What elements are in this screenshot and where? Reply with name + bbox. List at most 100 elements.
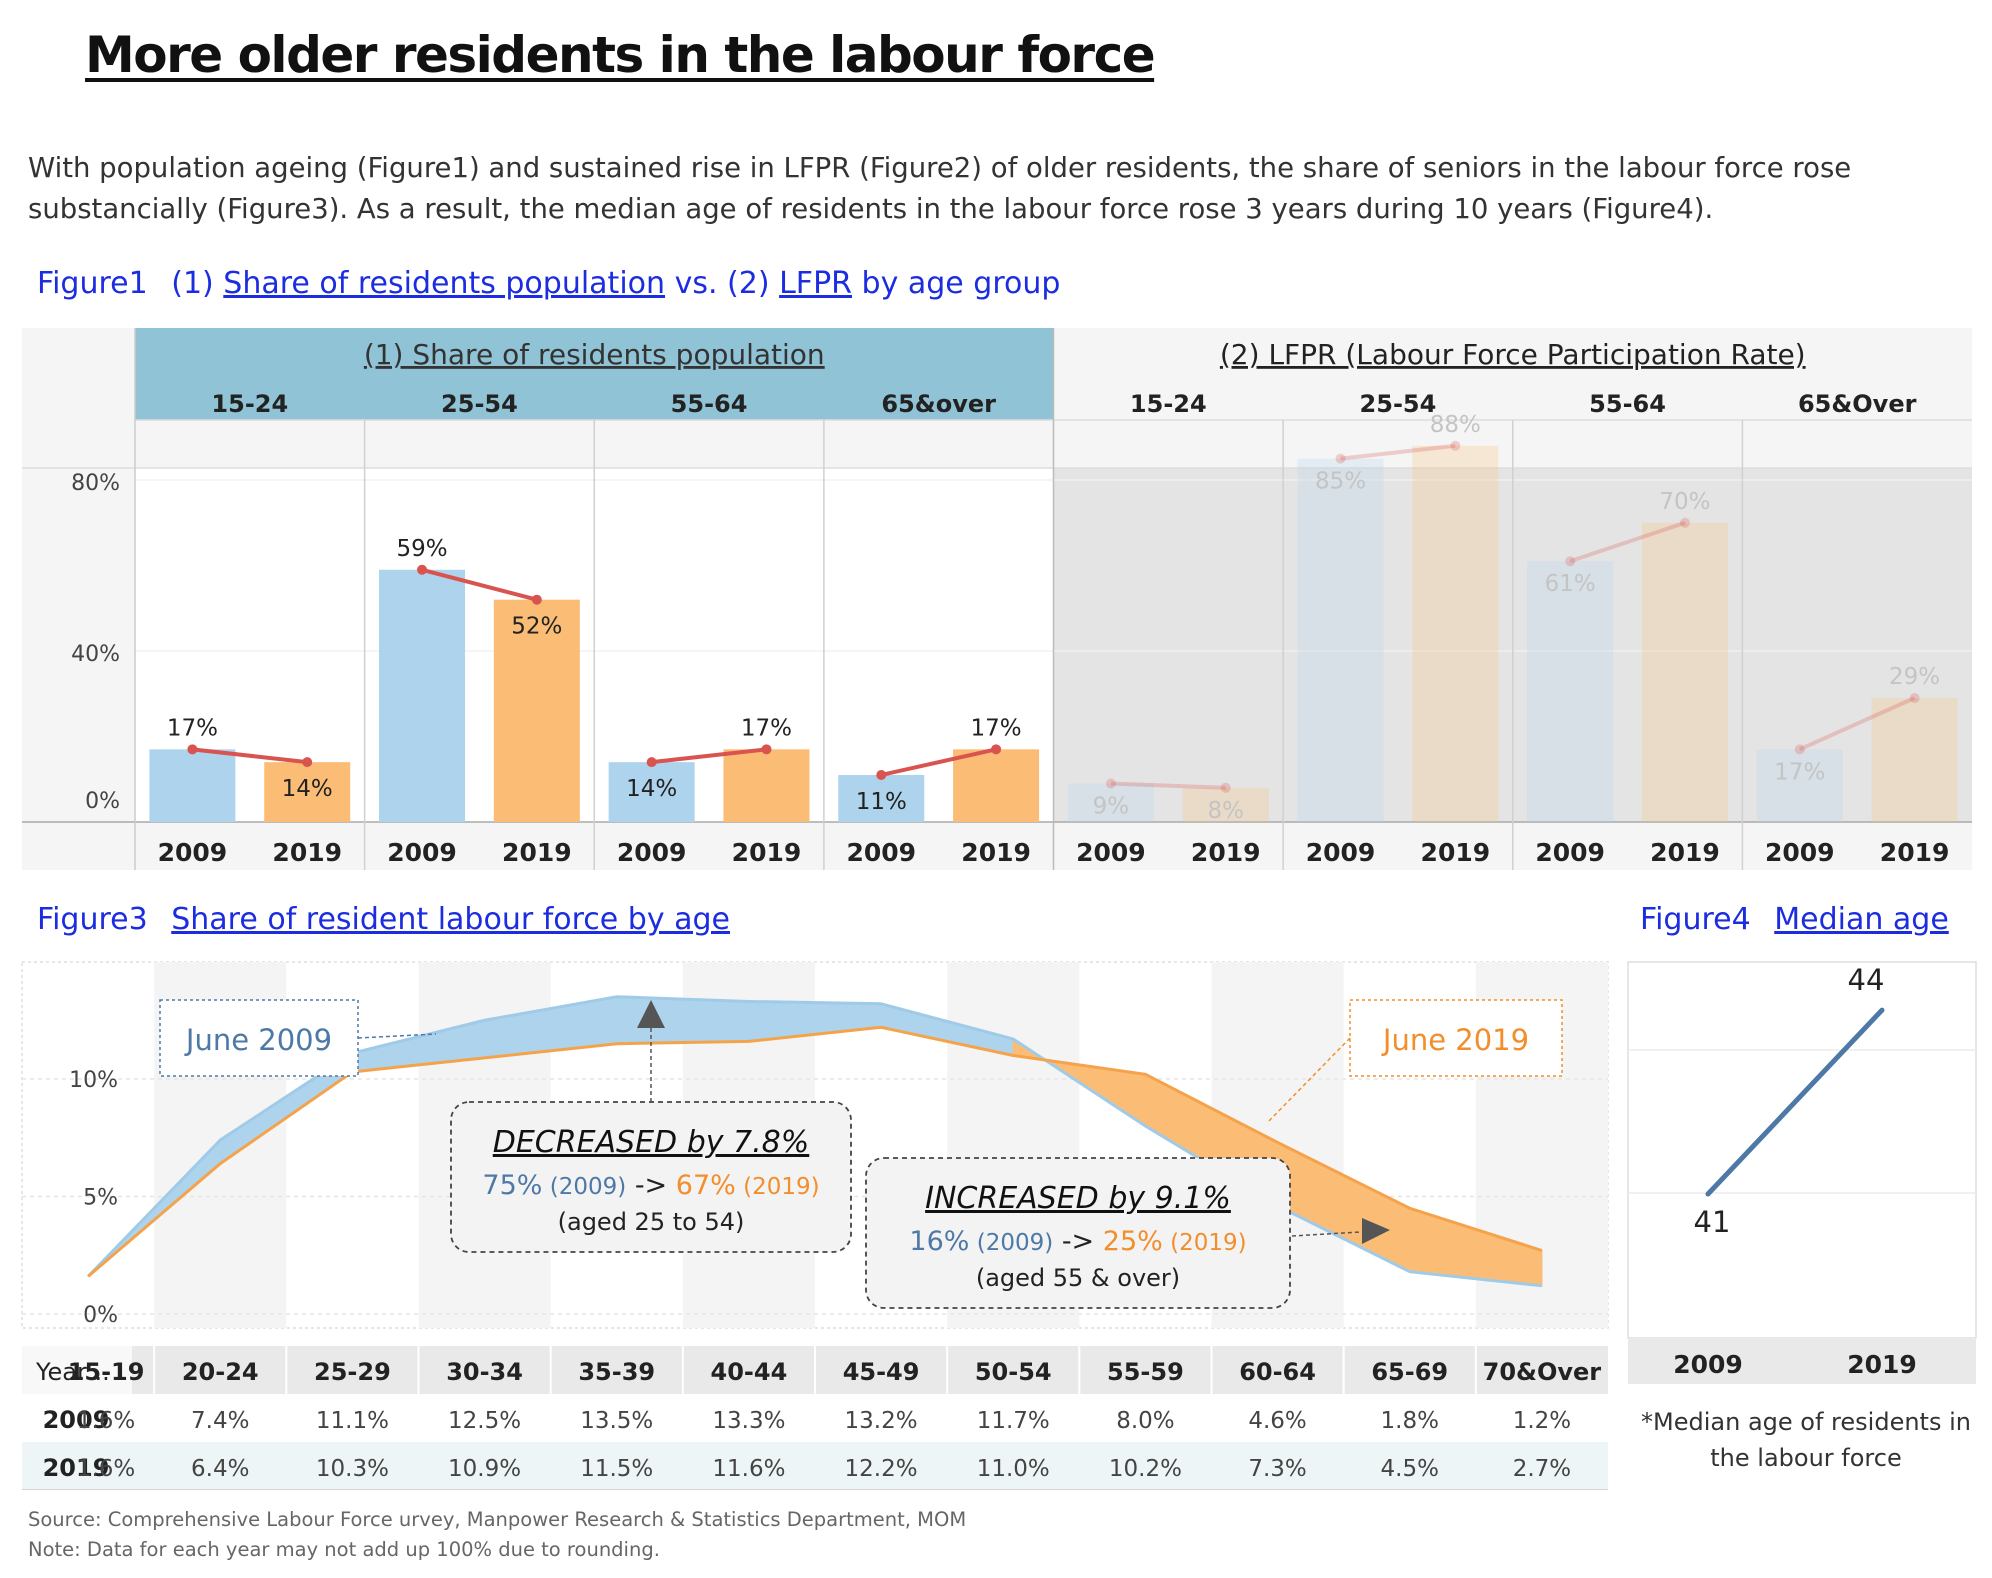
figure3-link[interactable]: Share of resident labour force by age: [171, 902, 730, 937]
table-cell: 7.4%: [191, 1408, 249, 1434]
decreased-annotation-value-part: 67%: [676, 1170, 736, 1201]
x-tick-label: 2019: [1847, 1350, 1917, 1379]
table-cell: 10.2%: [1109, 1456, 1182, 1482]
figure1-part1-num: (1): [171, 266, 214, 301]
increased-annotation-value-part: ->: [1053, 1226, 1103, 1257]
x-tick-label: 2009: [158, 838, 228, 867]
table-cell: 13.5%: [580, 1408, 653, 1434]
table-cell: 13.2%: [845, 1408, 918, 1434]
bar-2009: [838, 774, 925, 822]
figure3-title: Figure3 Share of resident labour force b…: [37, 902, 730, 937]
x-tick-label: 2019: [502, 838, 572, 867]
table-column-header: 35-39: [578, 1358, 655, 1386]
table-cell: 4.6%: [1248, 1408, 1306, 1434]
x-tick-label: 2009: [387, 838, 457, 867]
figure4-link[interactable]: Median age: [1774, 902, 1949, 937]
data-label: 29%: [1889, 664, 1940, 690]
trend-line: [1798, 696, 1916, 752]
x-tick-label: 2009: [1535, 838, 1605, 867]
table-column-header: 60-64: [1239, 1358, 1316, 1386]
table-column-header: 65-69: [1371, 1358, 1448, 1386]
increased-annotation-value-part: 16%: [909, 1226, 969, 1257]
bar-2009: [1527, 561, 1614, 822]
trend-point: [1909, 693, 1920, 704]
median-note: *Median age of residents in the labour f…: [1641, 1408, 1971, 1472]
callout-2019-box: [1349, 999, 1563, 1077]
bar-2019: [264, 762, 351, 822]
table-cell: 8.0%: [1116, 1408, 1174, 1434]
x-tick-label: 2009: [1765, 838, 1835, 867]
table-cell: 1.8%: [1381, 1408, 1439, 1434]
decreased-annotation-sub: (aged 25 to 54): [558, 1208, 745, 1236]
y-tick-label: 0%: [83, 1303, 118, 1328]
figure1-prefix: Figure1: [37, 266, 148, 301]
bar-2019: [1412, 445, 1499, 822]
figure1-part2-num: (2): [727, 266, 770, 301]
data-label: 8%: [1207, 798, 1244, 824]
bar-2019: [953, 749, 1040, 822]
x-tick-label: 2019: [272, 838, 342, 867]
trend-line: [1569, 520, 1686, 564]
x-tick-label: 2009: [846, 838, 916, 867]
trend-line: [1340, 443, 1456, 461]
trend-point: [531, 594, 542, 605]
intro-text: With population ageing (Figure1) and sus…: [28, 152, 1852, 225]
table-column-header: 30-34: [446, 1358, 523, 1386]
y-tick-label: 80%: [71, 471, 120, 496]
area-segment: [616, 996, 750, 1045]
table-cell: 11.6%: [712, 1456, 785, 1482]
data-label: 11%: [856, 789, 907, 815]
x-tick-label: 2009: [617, 838, 687, 867]
figure3-prefix: Figure3: [37, 902, 148, 937]
trend-point: [761, 744, 772, 755]
table-column-header: 25-29: [314, 1358, 391, 1386]
trend-line: [421, 567, 538, 602]
figure4-axis-bg: [1628, 1338, 1976, 1384]
bar-2009: [608, 762, 695, 822]
group-label: 65&Over: [1798, 390, 1917, 418]
group-label: 25-54: [441, 390, 518, 418]
y-tick-label: 10%: [69, 1068, 118, 1093]
trend-point: [1794, 744, 1805, 755]
data-label: 17%: [1774, 759, 1825, 785]
table-cell: 1.6%: [77, 1408, 135, 1434]
panel1-header: [135, 328, 1054, 420]
data-label: 88%: [1430, 412, 1481, 438]
data-label: 17%: [971, 715, 1022, 741]
trend-point: [1679, 517, 1690, 528]
x-tick-label: 2009: [1673, 1350, 1743, 1379]
table-column-header: 50-54: [975, 1358, 1052, 1386]
table-cell: 4.5%: [1381, 1456, 1439, 1482]
figure1-vs: vs.: [674, 266, 718, 301]
increased-annotation-values: 16% (2009) -> 25% (2019): [909, 1226, 1246, 1257]
x-tick-label: 2019: [961, 838, 1031, 867]
table-cell: 12.2%: [845, 1456, 918, 1482]
figure4-plot-bg: [1627, 961, 1977, 1339]
x-tick-label: 2019: [1880, 838, 1950, 867]
bar-2009: [1067, 783, 1154, 822]
table-header-label: Year ..: [35, 1358, 110, 1386]
table-cell: 7.3%: [1248, 1456, 1306, 1482]
callout-2009-box: [159, 999, 359, 1077]
line-2019: [87, 1025, 1543, 1278]
x-tick-label: 2019: [1650, 838, 1720, 867]
trend-point: [187, 744, 198, 755]
table-cell: 11.5%: [580, 1456, 653, 1482]
source-note: Source: Comprehensive Labour Force urvey…: [28, 1508, 967, 1531]
table-cell: 1.2%: [1513, 1408, 1571, 1434]
figure1-link-share[interactable]: Share of residents population: [223, 266, 666, 301]
increased-annotation-value-part: 25%: [1103, 1226, 1163, 1257]
table-cell: 13.3%: [712, 1408, 785, 1434]
table-cell: 11.0%: [977, 1456, 1050, 1482]
increased-annotation-box: [865, 1157, 1291, 1309]
table-header-bg: [132, 1346, 1608, 1394]
table-column-header: 55-59: [1107, 1358, 1184, 1386]
figure1-link-lfpr[interactable]: LFPR: [779, 266, 852, 301]
table-cell: 1.6%: [77, 1456, 135, 1482]
table-cell: 10.9%: [448, 1456, 521, 1482]
increased-annotation-value-part: (2009): [969, 1230, 1053, 1256]
increased-arrow-stem: [1291, 1231, 1361, 1237]
bar-2009: [1756, 749, 1843, 822]
trend-point: [1565, 556, 1576, 567]
figure4-title: Figure4 Median age: [1640, 902, 1949, 937]
